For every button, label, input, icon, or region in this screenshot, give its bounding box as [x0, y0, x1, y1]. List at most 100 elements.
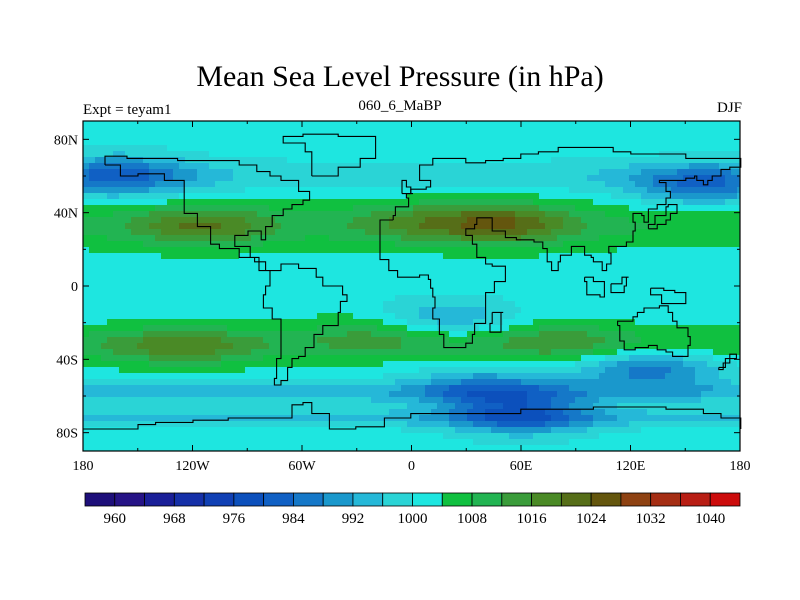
- field-cell: [413, 265, 420, 272]
- field-cell: [287, 289, 294, 296]
- field-cell: [455, 247, 462, 254]
- field-cell: [635, 187, 642, 194]
- field-cell: [257, 211, 264, 218]
- field-cell: [197, 145, 204, 152]
- field-cell: [395, 343, 402, 350]
- field-cell: [341, 241, 348, 248]
- field-cell: [221, 277, 228, 284]
- field-cell: [467, 241, 474, 248]
- field-cell: [191, 349, 198, 356]
- field-cell: [209, 271, 216, 278]
- field-cell: [647, 301, 654, 308]
- field-cell: [239, 373, 246, 380]
- field-cell: [677, 193, 684, 200]
- field-cell: [407, 289, 414, 296]
- field-cell: [647, 229, 654, 236]
- field-cell: [491, 277, 498, 284]
- field-cell: [167, 325, 174, 332]
- field-cell: [161, 139, 168, 146]
- field-cell: [221, 331, 228, 338]
- field-cell: [299, 127, 306, 134]
- field-cell: [347, 229, 354, 236]
- field-cell: [155, 385, 162, 392]
- field-cell: [611, 199, 618, 206]
- field-cell: [317, 265, 324, 272]
- field-cell: [617, 181, 624, 188]
- field-cell: [143, 169, 150, 176]
- field-cell: [347, 121, 354, 128]
- field-cell: [95, 139, 102, 146]
- field-cell: [467, 133, 474, 140]
- field-cell: [485, 373, 492, 380]
- field-cell: [203, 187, 210, 194]
- field-cell: [167, 205, 174, 212]
- field-cell: [593, 331, 600, 338]
- field-cell: [527, 373, 534, 380]
- field-cell: [323, 193, 330, 200]
- field-cell: [545, 277, 552, 284]
- field-cell: [131, 289, 138, 296]
- field-cell: [707, 139, 714, 146]
- field-cell: [455, 295, 462, 302]
- field-cell: [389, 331, 396, 338]
- field-cell: [395, 133, 402, 140]
- field-cell: [83, 355, 90, 362]
- field-cell: [155, 247, 162, 254]
- field-cell: [239, 277, 246, 284]
- field-cell: [383, 247, 390, 254]
- field-cell: [695, 241, 702, 248]
- field-cell: [179, 307, 186, 314]
- field-cell: [701, 157, 708, 164]
- field-cell: [173, 151, 180, 158]
- field-cell: [101, 337, 108, 344]
- field-cell: [479, 205, 486, 212]
- field-cell: [95, 241, 102, 248]
- field-cell: [497, 295, 504, 302]
- pressure-field: [83, 121, 741, 452]
- field-cell: [665, 331, 672, 338]
- field-cell: [323, 307, 330, 314]
- field-cell: [713, 355, 720, 362]
- field-cell: [83, 169, 90, 176]
- field-cell: [521, 181, 528, 188]
- field-cell: [647, 175, 654, 182]
- field-cell: [473, 121, 480, 128]
- field-cell: [197, 121, 204, 128]
- field-cell: [167, 157, 174, 164]
- field-cell: [305, 343, 312, 350]
- field-cell: [521, 229, 528, 236]
- field-cell: [341, 175, 348, 182]
- field-cell: [227, 355, 234, 362]
- field-cell: [641, 313, 648, 320]
- field-cell: [131, 229, 138, 236]
- field-cell: [707, 373, 714, 380]
- field-cell: [155, 121, 162, 128]
- field-cell: [383, 241, 390, 248]
- field-cell: [521, 223, 528, 230]
- field-cell: [413, 229, 420, 236]
- field-cell: [647, 379, 654, 386]
- field-cell: [545, 295, 552, 302]
- field-cell: [365, 127, 372, 134]
- field-cell: [281, 223, 288, 230]
- field-cell: [683, 277, 690, 284]
- field-cell: [323, 373, 330, 380]
- field-cell: [305, 319, 312, 326]
- field-cell: [545, 361, 552, 368]
- field-cell: [347, 349, 354, 356]
- field-cell: [233, 151, 240, 158]
- field-cell: [311, 349, 318, 356]
- field-cell: [593, 175, 600, 182]
- field-cell: [89, 367, 96, 374]
- field-cell: [671, 277, 678, 284]
- field-cell: [95, 217, 102, 224]
- field-cell: [293, 313, 300, 320]
- field-cell: [725, 211, 732, 218]
- field-cell: [95, 193, 102, 200]
- field-cell: [677, 133, 684, 140]
- field-cell: [323, 337, 330, 344]
- field-cell: [419, 181, 426, 188]
- field-cell: [593, 271, 600, 278]
- field-cell: [437, 319, 444, 326]
- field-cell: [671, 193, 678, 200]
